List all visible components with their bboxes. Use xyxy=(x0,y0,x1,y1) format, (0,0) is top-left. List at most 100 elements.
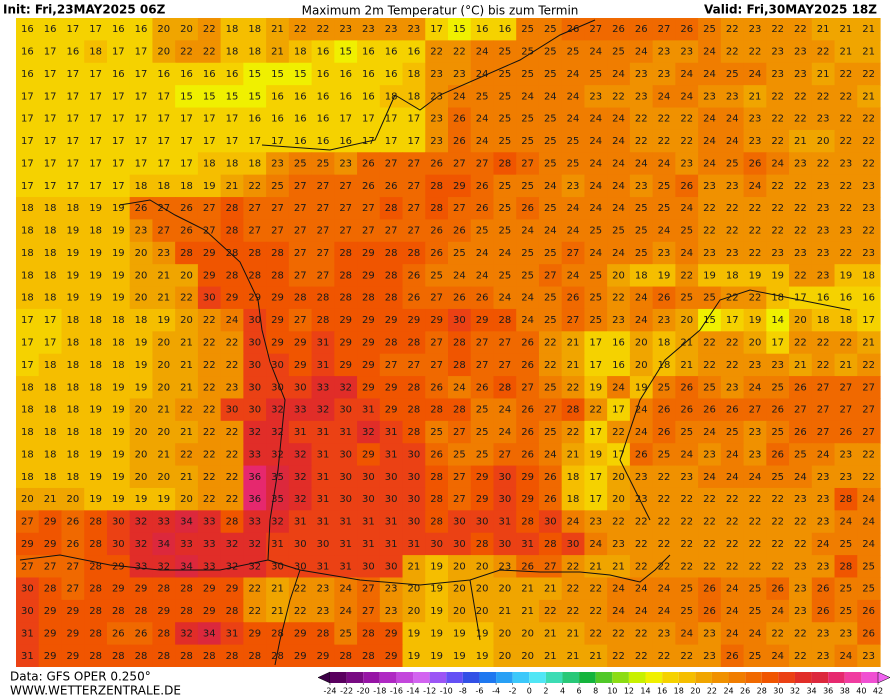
temperature-label: 18 xyxy=(89,427,102,438)
temperature-label: 16 xyxy=(226,69,239,80)
temperature-cell xyxy=(288,331,313,355)
temperature-cell xyxy=(789,353,813,377)
temperature-cell xyxy=(175,644,199,668)
temperature-cell xyxy=(16,286,40,310)
temperature-cell xyxy=(652,331,676,355)
temperature-label: 30 xyxy=(248,360,261,371)
temperature-label: 23 xyxy=(703,628,716,639)
temperature-cell xyxy=(857,129,881,153)
temperature-label: 27 xyxy=(294,248,307,259)
temperature-label: 23 xyxy=(817,270,830,281)
temperature-label: 15 xyxy=(226,91,239,102)
temperature-cell xyxy=(402,197,426,221)
temperature-cell xyxy=(629,241,654,265)
temperature-label: 21 xyxy=(680,338,693,349)
temperature-label: 24 xyxy=(476,248,489,259)
temperature-label: 24 xyxy=(680,628,693,639)
temperature-label: 25 xyxy=(612,226,625,237)
temperature-cell xyxy=(516,398,540,422)
valid-time: Valid: Fri,30MAY2025 18Z xyxy=(704,3,877,17)
temperature-cell xyxy=(493,510,517,534)
temperature-cell xyxy=(61,286,85,310)
temperature-label: 25 xyxy=(498,114,511,125)
temperature-cell xyxy=(16,129,40,153)
temperature-label: 21 xyxy=(840,47,853,58)
temperature-label: 27 xyxy=(408,226,421,237)
temperature-cell xyxy=(84,420,108,444)
temperature-label: 21 xyxy=(521,584,534,595)
temperature-cell xyxy=(379,465,404,489)
temperature-cell xyxy=(311,40,335,64)
temperature-cell xyxy=(720,510,745,534)
temperature-cell xyxy=(311,420,335,444)
temperature-cell xyxy=(129,308,154,332)
temperature-label: 21 xyxy=(862,47,875,58)
temperature-label: 21 xyxy=(567,449,580,460)
temperature-label: 28 xyxy=(248,651,261,662)
temperature-cell xyxy=(652,85,676,109)
temperature-cell xyxy=(357,286,381,310)
temperature-cell xyxy=(357,532,381,556)
temperature-label: 24 xyxy=(612,203,625,214)
temperature-cell xyxy=(402,644,426,668)
temperature-label: 18 xyxy=(180,181,193,192)
temperature-label: 23 xyxy=(794,158,807,169)
temperature-label: 30 xyxy=(408,472,421,483)
temperature-cell xyxy=(61,152,85,176)
temperature-label: 28 xyxy=(89,539,102,550)
temperature-label: 17 xyxy=(21,91,34,102)
temperature-cell xyxy=(243,18,267,41)
temperature-cell xyxy=(38,644,63,668)
temperature-cell xyxy=(175,308,199,332)
temperature-cell xyxy=(334,85,358,109)
temperature-cell xyxy=(629,465,654,489)
temperature-label: 28 xyxy=(408,427,421,438)
temperature-cell xyxy=(607,532,631,556)
temperature-label: 29 xyxy=(362,449,375,460)
temperature-cell xyxy=(538,622,563,646)
temperature-cell xyxy=(629,219,654,243)
temperature-label: 24 xyxy=(544,91,557,102)
temperature-cell xyxy=(152,331,176,355)
temperature-cell xyxy=(61,129,85,153)
temperature-cell xyxy=(106,40,131,64)
temperature-cell xyxy=(38,152,63,176)
temperature-cell xyxy=(106,487,131,511)
temperature-label: 15 xyxy=(180,91,193,102)
temperature-label: 27 xyxy=(453,494,466,505)
temperature-label: 22 xyxy=(749,494,762,505)
colorbar-tick-label: 34 xyxy=(806,687,816,696)
temperature-label: 18 xyxy=(567,472,580,483)
temperature-label: 24 xyxy=(589,539,602,550)
temperature-cell xyxy=(538,577,563,601)
temperature-label: 24 xyxy=(771,158,784,169)
temperature-cell xyxy=(197,241,222,265)
temperature-cell xyxy=(448,219,472,243)
temperature-label: 19 xyxy=(703,270,716,281)
temperature-label: 17 xyxy=(21,315,34,326)
temperature-label: 29 xyxy=(385,382,398,393)
colorbar-tick-label: -24 xyxy=(323,687,336,696)
temperature-label: 26 xyxy=(567,293,580,304)
temperature-label: 23 xyxy=(157,248,170,259)
temperature-label: 26 xyxy=(521,561,534,572)
temperature-cell xyxy=(288,398,313,422)
temperature-cell xyxy=(152,219,176,243)
temperature-label: 26 xyxy=(453,226,466,237)
temperature-cell xyxy=(379,555,404,579)
temperature-label: 30 xyxy=(498,472,511,483)
temperature-cell xyxy=(470,577,495,601)
temperature-cell xyxy=(493,577,517,601)
temperature-cell xyxy=(448,420,472,444)
temperature-label: 26 xyxy=(521,203,534,214)
temperature-label: 21 xyxy=(180,338,193,349)
temperature-cell xyxy=(61,85,85,109)
temperature-label: 24 xyxy=(749,382,762,393)
temperature-label: 27 xyxy=(430,338,443,349)
temperature-label: 25 xyxy=(589,270,602,281)
temperature-label: 26 xyxy=(362,181,375,192)
temperature-cell xyxy=(425,510,449,534)
temperature-label: 31 xyxy=(362,405,375,416)
temperature-label: 28 xyxy=(112,651,125,662)
temperature-cell xyxy=(402,487,426,511)
